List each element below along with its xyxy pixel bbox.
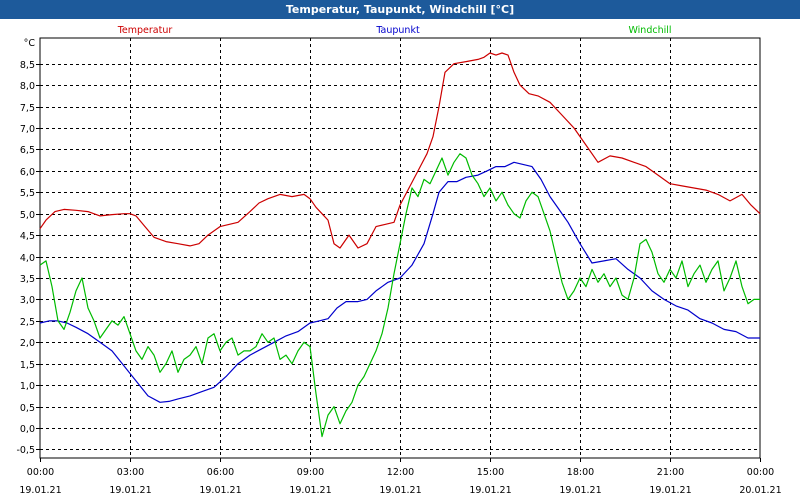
y-tick-label: 5,5 <box>20 188 35 199</box>
y-tick-label: 0,0 <box>20 424 35 435</box>
y-tick-label: 4,0 <box>20 253 35 264</box>
legend-item-temperatur: Temperatur <box>117 25 173 36</box>
x-tick-date-label: 19.01.21 <box>559 485 601 496</box>
y-tick-label: 8,0 <box>20 81 35 92</box>
series-line-taupunkt <box>39 161 760 403</box>
y-tick-label: 0,5 <box>20 403 35 414</box>
y-tick-label: 5,0 <box>20 210 35 221</box>
y-tick-label: 2,5 <box>20 317 35 328</box>
axis-layer: -0,5 0,0 0,5 1,0 1,5 2,0 2,5 3,0 3,5 4,0 4,5 5,0 5,5… <box>16 38 781 496</box>
y-tick-label: 3,5 <box>20 274 35 285</box>
x-tick-time-label: 00:00 <box>747 467 774 478</box>
legend: Temperatur Taupunkt Windchill <box>117 25 672 36</box>
x-tick-time-label: 00:00 <box>27 467 54 478</box>
series-line-windchill <box>39 153 760 438</box>
x-tick-date-label: 19.01.21 <box>649 485 691 496</box>
x-tick-time-label: 18:00 <box>567 467 594 478</box>
y-tick-label: 2,0 <box>20 338 35 349</box>
y-tick-label: 6,0 <box>20 167 35 178</box>
x-tick-time-label: 15:00 <box>477 467 504 478</box>
x-tick-date-label: 19.01.21 <box>469 485 511 496</box>
series-line-temperatur <box>39 52 761 249</box>
x-tick-time-label: 06:00 <box>207 467 234 478</box>
series-layer <box>39 52 761 438</box>
x-tick-time-label: 21:00 <box>657 467 684 478</box>
x-tick-time-label: 12:00 <box>387 467 414 478</box>
y-tick-label: 1,5 <box>20 360 35 371</box>
y-tick-label: -0,5 <box>16 445 35 456</box>
x-tick-date-label: 19.01.21 <box>289 485 331 496</box>
x-tick-date-label: 19.01.21 <box>199 485 241 496</box>
y-tick-label: 3,0 <box>20 295 35 306</box>
legend-item-windchill: Windchill <box>628 25 671 36</box>
x-tick-time-label: 03:00 <box>117 467 144 478</box>
y-tick-label: 1,0 <box>20 381 35 392</box>
y-tick-label: 6,5 <box>20 145 35 156</box>
y-tick-label: 4,5 <box>20 231 35 242</box>
x-tick-date-label: 19.01.21 <box>379 485 421 496</box>
line-chart: -0,5 0,0 0,5 1,0 1,5 2,0 2,5 3,0 3,5 4,0 4,5 5,0 5,5… <box>16 25 781 496</box>
y-tick-label: 7,5 <box>20 103 35 114</box>
x-tick-date-label: 19.01.21 <box>19 485 61 496</box>
window-title-bar: Temperatur, Taupunkt, Windchill [°C] <box>0 0 800 19</box>
x-tick-time-label: 09:00 <box>297 467 324 478</box>
x-tick-date-label: 20.01.21 <box>739 485 781 496</box>
y-tick-label: 8,5 <box>20 60 35 71</box>
legend-item-taupunkt: Taupunkt <box>375 25 420 36</box>
y-axis-unit: °C <box>24 38 36 49</box>
chart-title: Temperatur, Taupunkt, Windchill [°C] <box>285 3 515 16</box>
x-tick-date-label: 19.01.21 <box>109 485 151 496</box>
y-tick-label: 7,0 <box>20 124 35 135</box>
